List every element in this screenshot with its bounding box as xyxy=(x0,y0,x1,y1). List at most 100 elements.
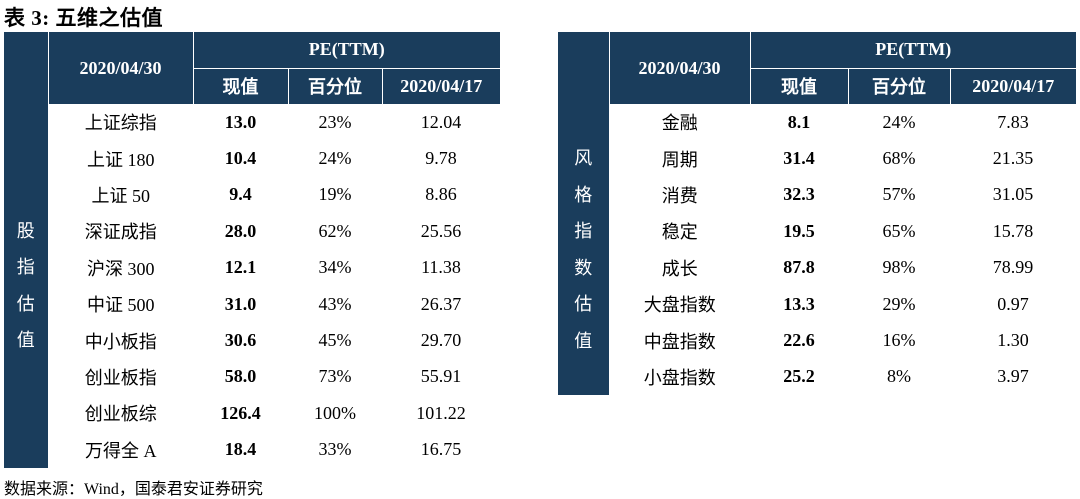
percentile-cell: 34% xyxy=(318,257,352,278)
side-label-char: 指 xyxy=(16,257,35,278)
pe-header: PE(TTM) xyxy=(749,32,1076,68)
table-row: 股指估值 上证综指 13.0 23% 12.04 xyxy=(4,104,500,468)
pe-now-cell: 8.1 xyxy=(787,111,811,132)
style-index-valuation-table: 2020/04/30 PE(TTM) 现值 百分位 2020/04/17 风格指… xyxy=(558,32,1076,396)
table-row: 中盘指数 22.6 16% 1.30 xyxy=(558,322,1076,358)
percentile-cell: 73% xyxy=(318,366,352,387)
col-prev-header: 2020/04/17 xyxy=(949,67,1076,104)
table-row: 深证成指 28.0 62% 25.56 xyxy=(4,213,500,249)
pe-prev-cell: 26.37 xyxy=(420,293,462,314)
pe-now-cell: 25.2 xyxy=(783,366,815,387)
percentile-cell: 19% xyxy=(318,184,352,205)
index-name-cell: 创业板综 xyxy=(84,404,157,425)
pe-prev-cell: 12.04 xyxy=(420,111,462,132)
pe-now-cell: 30.6 xyxy=(224,330,257,351)
percentile-cell: 45% xyxy=(318,330,352,351)
index-name-cell: 上证 50 xyxy=(91,185,151,206)
pe-prev-cell: 31.05 xyxy=(992,184,1034,205)
index-name-cell: 金融 xyxy=(661,113,698,134)
table-row: 创业板指 58.0 73% 55.91 xyxy=(4,359,500,395)
table-row: 中小板指 30.6 45% 29.70 xyxy=(4,322,500,358)
pe-now-cell: 10.4 xyxy=(224,148,257,169)
pe-now-cell: 126.4 xyxy=(220,402,261,423)
table-row: 小盘指数 25.2 8% 3.97 xyxy=(558,359,1076,395)
side-label-char: 风 xyxy=(574,148,593,169)
percentile-cell: 24% xyxy=(318,148,352,169)
index-name-cell: 中小板指 xyxy=(84,331,157,352)
index-name-cell: 消费 xyxy=(661,185,698,206)
index-name-cell: 上证综指 xyxy=(84,113,157,134)
side-label-char: 值 xyxy=(16,330,35,351)
corner-cell xyxy=(4,32,48,104)
index-name-cell: 沪深 300 xyxy=(87,258,155,279)
pe-prev-cell: 21.35 xyxy=(992,148,1034,169)
pe-prev-cell: 78.99 xyxy=(992,257,1034,278)
pe-prev-cell: 25.56 xyxy=(420,220,462,241)
side-label-char: 股 xyxy=(16,220,35,241)
pe-now-cell: 32.3 xyxy=(783,184,815,205)
pe-prev-cell: 7.83 xyxy=(997,111,1029,132)
table-row: 成长 87.8 98% 78.99 xyxy=(558,250,1076,286)
percentile-cell: 68% xyxy=(882,148,916,169)
pe-header: PE(TTM) xyxy=(192,32,500,68)
side-label-char: 估 xyxy=(16,293,35,314)
col-prev-header: 2020/04/17 xyxy=(381,67,500,104)
col-now-header: 现值 xyxy=(192,67,288,104)
percentile-cell: 33% xyxy=(318,439,352,460)
table-row: 大盘指数 13.3 29% 0.97 xyxy=(558,286,1076,322)
pe-prev-cell: 101.22 xyxy=(416,402,466,423)
percentile-cell: 16% xyxy=(882,330,916,351)
index-name-cell: 创业板指 xyxy=(84,367,157,388)
pe-prev-cell: 15.78 xyxy=(992,220,1034,241)
pe-now-cell: 58.0 xyxy=(224,366,257,387)
table-row: 消费 32.3 57% 31.05 xyxy=(558,177,1076,213)
percentile-cell: 62% xyxy=(318,220,352,241)
side-label-char: 值 xyxy=(574,330,593,351)
pe-prev-cell: 9.78 xyxy=(425,148,457,169)
table-row: 创业板综 126.4 100% 101.22 xyxy=(4,395,500,431)
index-name-cell: 万得全 A xyxy=(85,440,157,461)
col-now-header: 现值 xyxy=(749,67,848,104)
table-body: 风格指数估值 金融 8.1 24% 7.83 周期 31.4 68% 21.35 消费 32.3 57… xyxy=(558,104,1076,396)
index-name-cell: 周期 xyxy=(661,149,698,170)
index-name-cell: 上证 180 xyxy=(87,149,155,170)
index-name-cell: 成长 xyxy=(661,258,698,279)
index-name-cell: 小盘指数 xyxy=(643,367,716,388)
side-label: 风格指数估值 xyxy=(558,104,610,396)
pe-now-cell: 28.0 xyxy=(224,220,257,241)
stock-index-valuation-table: 2020/04/30 PE(TTM) 现值 百分位 2020/04/17 股指估… xyxy=(4,32,500,468)
pe-now-cell: 12.1 xyxy=(224,257,257,278)
index-name-cell: 中盘指数 xyxy=(643,331,716,352)
index-name-cell: 稳定 xyxy=(661,222,698,243)
table-row: 万得全 A 18.4 33% 16.75 xyxy=(4,432,500,468)
percentile-cell: 100% xyxy=(314,402,356,423)
percentile-cell: 23% xyxy=(318,111,352,132)
pe-prev-cell: 3.97 xyxy=(997,366,1029,387)
pe-prev-cell: 11.38 xyxy=(421,257,461,278)
percentile-cell: 24% xyxy=(882,111,916,132)
date-header: 2020/04/30 xyxy=(47,32,193,104)
table-row: 稳定 19.5 65% 15.78 xyxy=(558,213,1076,249)
pe-prev-cell: 8.86 xyxy=(425,184,457,205)
index-name-cell: 中证 500 xyxy=(87,295,155,316)
percentile-cell: 8% xyxy=(887,366,911,387)
pe-prev-cell: 29.70 xyxy=(420,330,462,351)
pe-prev-cell: 16.75 xyxy=(420,439,462,460)
pe-now-cell: 13.3 xyxy=(783,293,815,314)
side-label-char: 格 xyxy=(574,184,593,205)
table-row: 沪深 300 12.1 34% 11.38 xyxy=(4,250,500,286)
col-pct-header: 百分位 xyxy=(287,67,382,104)
data-source-note: 数据来源：Wind，国泰君安证券研究 xyxy=(4,481,263,498)
percentile-cell: 29% xyxy=(882,293,916,314)
percentile-cell: 57% xyxy=(882,184,916,205)
pe-prev-cell: 55.91 xyxy=(420,366,462,387)
percentile-cell: 98% xyxy=(882,257,916,278)
pe-prev-cell: 1.30 xyxy=(997,330,1029,351)
pe-now-cell: 18.4 xyxy=(224,439,257,460)
pe-now-cell: 9.4 xyxy=(229,184,252,205)
table-row: 上证 180 10.4 24% 9.78 xyxy=(4,140,500,176)
table-row: 中证 500 31.0 43% 26.37 xyxy=(4,286,500,322)
index-name-cell: 深证成指 xyxy=(84,222,157,243)
side-label: 股指估值 xyxy=(4,104,49,468)
percentile-cell: 43% xyxy=(318,293,352,314)
